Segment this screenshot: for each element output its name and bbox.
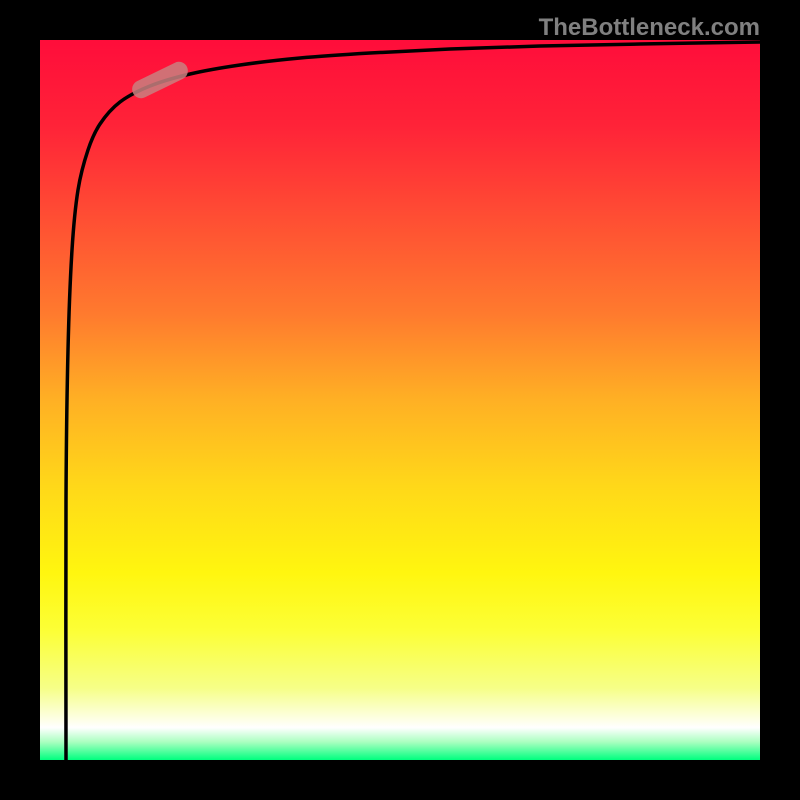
watermark-text: TheBottleneck.com (539, 14, 760, 42)
plot-area (40, 40, 760, 760)
chart-container: TheBottleneck.com (0, 0, 800, 800)
